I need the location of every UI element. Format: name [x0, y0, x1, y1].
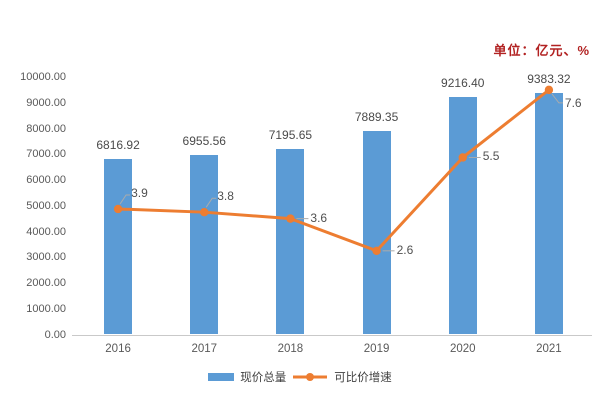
bar-value-label: 7195.65 [268, 128, 313, 143]
legend-item-line-series: 可比价增速 [292, 369, 392, 385]
line-point-marker [200, 207, 209, 217]
y-axis-tick-label: 1000.00 [26, 302, 66, 315]
label-leader-line [551, 93, 563, 104]
line-value-label: 2.6 [396, 242, 414, 257]
growth-line [118, 88, 550, 253]
x-axis-tick-label: 2019 [363, 343, 390, 355]
y-axis-tick-label: 2000.00 [26, 277, 66, 289]
x-axis-tick-label: 2021 [536, 343, 562, 355]
legend-item-bar-series: 现价总量 [208, 369, 286, 385]
y-axis-tick-label: 6000.00 [26, 174, 66, 186]
bar [276, 149, 305, 335]
x-axis-tick-label: 2020 [449, 343, 476, 355]
x-axis-line [72, 334, 592, 336]
y-axis-tick-label: 0.00 [44, 328, 66, 341]
bar-swatch-icon [208, 373, 235, 381]
bar [104, 158, 133, 335]
bar [362, 131, 391, 335]
y-axis-tick-label: 9000.00 [26, 96, 66, 109]
bar-value-label: 7889.35 [354, 110, 399, 125]
x-axis-tick-label: 2017 [191, 343, 218, 355]
x-axis-tick-label: 2018 [277, 343, 304, 355]
line-point-marker [458, 153, 467, 162]
line-value-label: 3.6 [310, 210, 328, 225]
y-axis-tick-label: 8000.00 [26, 122, 66, 135]
legend: 现价总量 可比价增速 [0, 369, 600, 385]
line-point-marker [372, 246, 381, 256]
legend-label-bar-series: 现价总量 [240, 372, 287, 384]
bar [190, 155, 219, 335]
y-axis-tick-label: 4000.00 [26, 225, 66, 238]
line-value-label: 7.6 [564, 95, 582, 110]
bar-value-label: 9216.40 [441, 76, 485, 91]
line-point-marker [544, 85, 554, 95]
line-value-label: 3.8 [217, 189, 234, 204]
bar [534, 92, 563, 335]
x-axis-tick-label: 2016 [105, 343, 131, 355]
y-axis-tick-label: 7000.00 [26, 148, 66, 161]
bar-value-label: 6955.56 [182, 134, 226, 149]
line-point-marker [113, 204, 123, 214]
unit-label: 单位：亿元、% [493, 43, 590, 58]
line-value-label: 3.9 [131, 185, 148, 200]
label-leader-line [119, 194, 131, 205]
y-axis-tick-label: 3000.00 [26, 251, 66, 264]
line-point-marker [286, 214, 295, 223]
line-circle-marker-icon [293, 373, 328, 381]
bar-value-label: 6816.92 [96, 137, 140, 152]
bar-value-label: 9383.32 [527, 71, 571, 86]
legend-label-line-series: 可比价增速 [334, 372, 392, 384]
bar [448, 97, 477, 335]
y-axis-tick-label: 5000.00 [26, 199, 66, 212]
line-value-label: 5.5 [482, 149, 500, 164]
label-leader-line [205, 197, 217, 208]
y-axis-tick-label: 10000.00 [20, 71, 66, 83]
